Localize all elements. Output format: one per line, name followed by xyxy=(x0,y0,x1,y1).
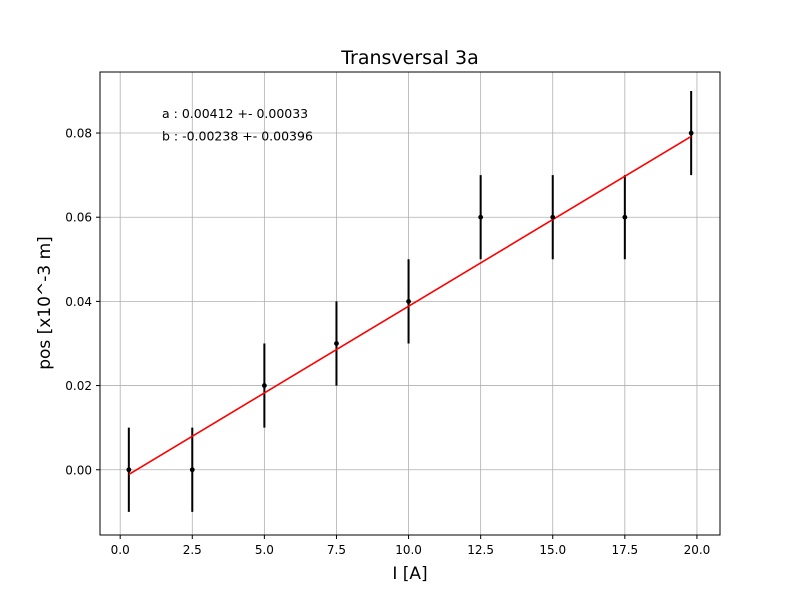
grid-lines xyxy=(100,72,720,535)
data-point xyxy=(478,214,484,220)
y-tick-label: 0.08 xyxy=(65,127,92,141)
data-point xyxy=(126,467,132,473)
x-tick-label: 15.0 xyxy=(539,543,566,557)
chart-title: Transversal 3a xyxy=(340,47,479,69)
data-point xyxy=(406,298,411,304)
x-tick-label: 7.5 xyxy=(327,543,346,557)
x-tick-label: 17.5 xyxy=(611,543,638,557)
x-tick-label: 12.5 xyxy=(467,543,494,557)
x-tick-label: 10.0 xyxy=(395,543,422,557)
y-axis-label: pos [x10^-3 m] xyxy=(35,236,55,370)
data-point xyxy=(550,214,556,220)
plot-data xyxy=(126,90,694,512)
x-tick-label: 5.0 xyxy=(255,543,274,557)
axis-ticks: 0.0 2.5 5.0 7.5 10.0 12.5 15.0 17.5 20.0 0.00 0.02… xyxy=(65,127,710,557)
fit-parameter-label: a : 0.00412 +- 0.00033 xyxy=(162,106,308,121)
y-tick-label: 0.02 xyxy=(65,379,92,393)
data-point xyxy=(622,214,628,220)
data-point xyxy=(261,383,267,388)
data-point xyxy=(688,130,694,136)
plot-frame xyxy=(99,71,721,536)
x-tick-label: 2.5 xyxy=(183,543,202,557)
y-tick-label: 0.04 xyxy=(65,295,92,309)
fit-line xyxy=(128,135,692,476)
x-tick-label: 20.0 xyxy=(684,543,711,557)
x-axis-label: I [A] xyxy=(392,564,427,584)
y-tick-label: 0.06 xyxy=(65,211,92,225)
data-point xyxy=(334,341,339,346)
x-tick-label: 0.0 xyxy=(111,543,130,557)
fit-parameter-label: b : -0.00238 +- 0.00396 xyxy=(162,129,313,144)
data-point xyxy=(189,467,195,473)
y-tick-label: 0.00 xyxy=(65,463,92,477)
fit-annotations: a : 0.00412 +- 0.00033 b : -0.00238 +- 0.… xyxy=(162,106,313,144)
